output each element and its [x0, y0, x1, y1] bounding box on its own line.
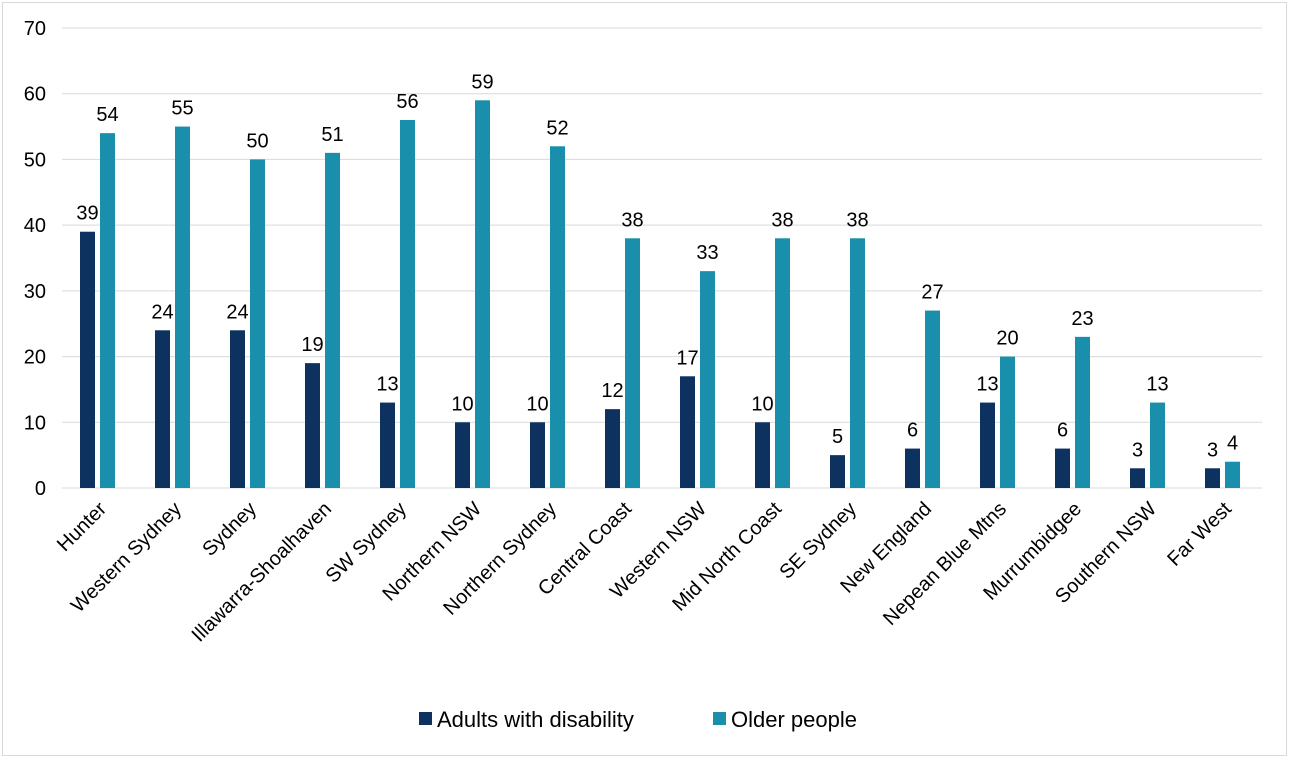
- y-tick-label: 30: [24, 281, 46, 303]
- bar-adults-with-disability: [1130, 468, 1145, 488]
- bar-adults-with-disability: [530, 422, 545, 488]
- bar-older-people: [175, 126, 190, 489]
- bar-older-people: [475, 100, 490, 489]
- data-label: 3: [1132, 439, 1143, 461]
- data-label: 10: [751, 393, 773, 415]
- data-label: 50: [246, 130, 268, 152]
- y-tick-label: 50: [24, 149, 46, 171]
- bar-older-people: [250, 159, 265, 488]
- data-label: 55: [171, 98, 193, 120]
- data-label: 27: [921, 282, 943, 304]
- x-category-label: Hunter: [53, 498, 111, 556]
- legend: Adults with disability Older people: [419, 707, 857, 732]
- bar-adults-with-disability: [980, 402, 995, 488]
- data-label: 5: [832, 426, 843, 448]
- y-tick-label: 0: [35, 478, 46, 500]
- data-label: 38: [771, 209, 793, 231]
- bar-older-people: [325, 152, 340, 488]
- bar-adults-with-disability: [455, 422, 470, 488]
- bar-older-people: [1000, 356, 1015, 488]
- data-label: 51: [321, 124, 343, 146]
- legend-label: Adults with disability: [437, 707, 634, 732]
- data-label: 10: [526, 393, 548, 415]
- y-tick-label: 20: [24, 347, 46, 369]
- y-tick-label: 60: [24, 84, 46, 106]
- x-category-label: Sydney: [198, 498, 261, 561]
- bar-adults-with-disability: [80, 231, 95, 488]
- y-axis-ticks: 0 10 20 30 40 50 60 70: [24, 18, 46, 500]
- bar-adults-with-disability: [830, 455, 845, 488]
- data-label: 20: [996, 328, 1018, 350]
- data-label: 54: [96, 104, 118, 126]
- data-label: 6: [1057, 420, 1068, 442]
- bars: [80, 100, 1240, 489]
- bar-adults-with-disability: [680, 376, 695, 488]
- legend-swatch: [419, 712, 432, 725]
- data-label: 10: [451, 393, 473, 415]
- bar-adults-with-disability: [230, 330, 245, 488]
- data-label: 13: [1146, 374, 1168, 396]
- y-tick-label: 70: [24, 18, 46, 40]
- bar-older-people: [625, 238, 640, 488]
- bar-older-people: [850, 238, 865, 488]
- bar-adults-with-disability: [605, 409, 620, 488]
- data-label: 24: [226, 301, 248, 323]
- bar-older-people: [100, 133, 115, 488]
- data-label: 59: [471, 71, 493, 93]
- x-category-label: Illawarra-Shoalhaven: [188, 498, 336, 646]
- data-label: 3: [1207, 439, 1218, 461]
- bar-adults-with-disability: [1205, 468, 1220, 488]
- bar-older-people: [1150, 402, 1165, 488]
- bar-adults-with-disability: [380, 402, 395, 488]
- bar-older-people: [700, 271, 715, 488]
- legend-swatch: [713, 712, 726, 725]
- data-label: 13: [376, 374, 398, 396]
- bar-older-people: [400, 120, 415, 488]
- x-category-label: Nepean Blue Mtns: [879, 498, 1011, 630]
- data-label: 19: [301, 334, 323, 356]
- data-label: 13: [976, 374, 998, 396]
- bar-adults-with-disability: [155, 330, 170, 488]
- data-label: 52: [546, 117, 568, 139]
- bar-older-people: [925, 310, 940, 488]
- bar-older-people: [550, 146, 565, 489]
- bar-adults-with-disability: [1055, 448, 1070, 488]
- data-labels: 3954245524501951135610591052123817331038…: [76, 71, 1238, 461]
- data-label: 38: [846, 209, 868, 231]
- data-label: 4: [1227, 433, 1238, 455]
- data-label: 38: [621, 209, 643, 231]
- bar-older-people: [775, 238, 790, 488]
- data-label: 39: [76, 203, 98, 225]
- y-tick-label: 40: [24, 215, 46, 237]
- data-label: 24: [151, 301, 173, 323]
- data-label: 6: [907, 420, 918, 442]
- bar-older-people: [1075, 336, 1090, 488]
- data-label: 33: [696, 242, 718, 264]
- data-label: 56: [396, 91, 418, 113]
- bar-adults-with-disability: [905, 448, 920, 488]
- y-tick-label: 10: [24, 412, 46, 434]
- data-label: 23: [1071, 308, 1093, 330]
- data-label: 12: [601, 380, 623, 402]
- bar-adults-with-disability: [305, 363, 320, 488]
- bar-older-people: [1225, 461, 1240, 488]
- bar-adults-with-disability: [755, 422, 770, 488]
- x-category-label: Far West: [1163, 498, 1236, 571]
- data-label: 17: [676, 347, 698, 369]
- legend-label: Older people: [731, 707, 857, 732]
